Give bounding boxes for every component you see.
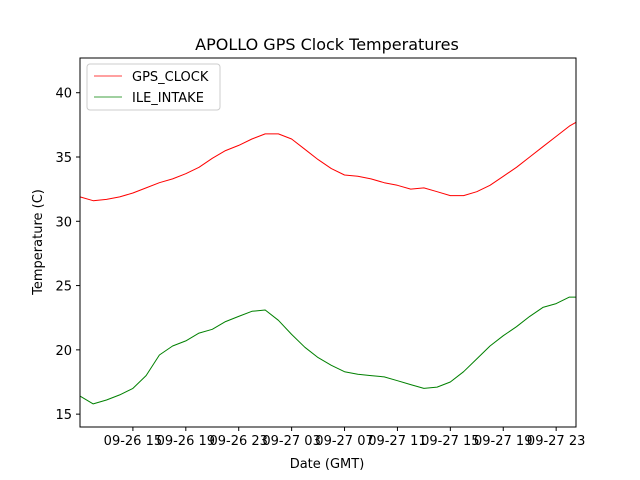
- plot-lines: [79, 121, 577, 405]
- x-axis-label: Date (GMT): [290, 457, 365, 472]
- plot-frame: [79, 57, 577, 428]
- legend-label-gps-clock: GPS_CLOCK: [132, 70, 209, 85]
- legend-box: [86, 63, 221, 111]
- x-tick-label: 09-27 23: [527, 434, 585, 449]
- legend: GPS_CLOCK ILE_INTAKE: [86, 63, 221, 111]
- x-tick-label: 09-27 19: [474, 434, 532, 449]
- x-tick-label: 09-27 03: [262, 434, 320, 449]
- x-tick-label: 09-26 23: [209, 434, 267, 449]
- x-tick-label: 09-26 19: [157, 434, 215, 449]
- y-tick-label: 30: [55, 215, 72, 230]
- y-tick-label: 20: [55, 344, 72, 359]
- y-tick-label: 40: [55, 87, 72, 102]
- y-tick-label: 25: [55, 280, 72, 295]
- series-line-gps-clock: [79, 121, 577, 202]
- y-axis: 15 20 25 30 35 40: [55, 87, 80, 423]
- x-tick-label: 09-27 15: [421, 434, 479, 449]
- y-axis-label: Temperature (C): [31, 189, 46, 296]
- x-tick-label: 09-26 15: [104, 434, 162, 449]
- series-line-ile-intake: [79, 296, 576, 405]
- x-tick-label: 09-27 11: [368, 434, 426, 449]
- y-tick-label: 15: [55, 408, 72, 423]
- chart-title: APOLLO GPS Clock Temperatures: [195, 35, 459, 54]
- y-tick-label: 35: [55, 151, 72, 166]
- legend-label-ile-intake: ILE_INTAKE: [132, 91, 204, 106]
- x-tick-label: 09-27 07: [315, 434, 373, 449]
